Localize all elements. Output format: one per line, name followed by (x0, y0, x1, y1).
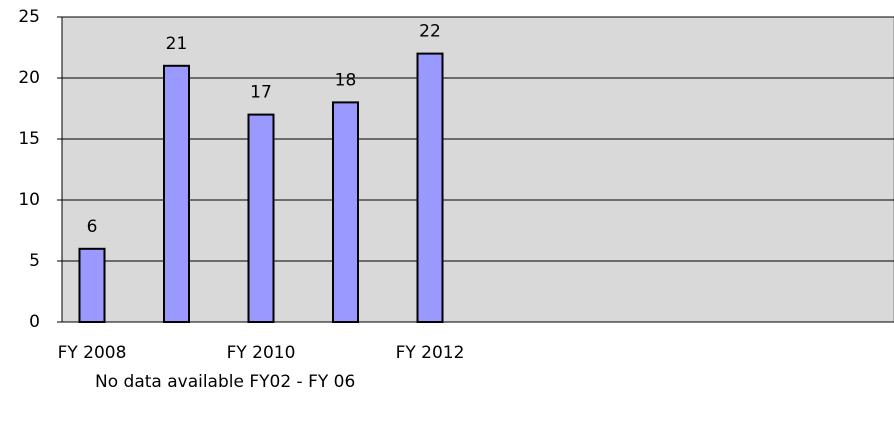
data-label: 6 (87, 217, 98, 237)
data-label: 17 (250, 83, 272, 103)
y-tick-label: 5 (29, 251, 40, 271)
x-tick-label: FY 2012 (396, 343, 465, 363)
y-tick-label: 20 (18, 68, 40, 88)
bar (78, 247, 106, 323)
y-tick-label: 25 (18, 7, 40, 27)
note: No data available FY02 - FY 06 (95, 372, 355, 392)
y-tick-label: 15 (18, 129, 40, 149)
bar (416, 52, 444, 323)
plot-area (61, 16, 894, 323)
x-tick-label: FY 2008 (58, 343, 127, 363)
bar (163, 64, 190, 324)
bar (332, 101, 359, 324)
bar (247, 113, 275, 323)
data-label: 18 (335, 70, 357, 90)
x-tick-label: FY 2010 (227, 343, 296, 363)
y-tick-label: 0 (29, 312, 40, 332)
data-label: 22 (419, 22, 441, 42)
data-label: 21 (166, 34, 188, 54)
y-tick-label: 10 (18, 190, 40, 210)
